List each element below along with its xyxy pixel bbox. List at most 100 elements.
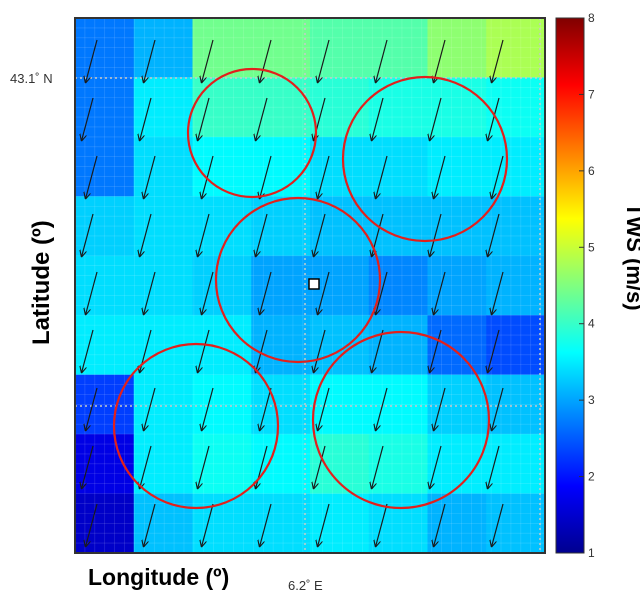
wind-arrow: [256, 329, 268, 373]
wind-arrow: [144, 503, 156, 547]
heatmap-cell: [486, 255, 546, 316]
heatmap-cell: [486, 77, 546, 138]
colorbar-ticks: 1 2 3 4 5 6 7 8: [579, 11, 595, 560]
wind-arrow: [144, 387, 156, 431]
wind-arrow: [202, 155, 214, 199]
heatmap-cell: [251, 434, 311, 495]
wind-arrow: [430, 213, 442, 257]
wind-arrow: [86, 387, 98, 431]
heatmap-cell: [427, 255, 487, 316]
heatmap-cell: [251, 77, 311, 138]
wind-arrow: [430, 329, 442, 373]
wind-arrow: [140, 445, 152, 489]
colorbar-tick-label: 7: [588, 87, 595, 101]
wind-arrow: [202, 387, 214, 431]
y-axis-title: Latitude (º): [28, 220, 55, 345]
highlight-circle: [341, 75, 509, 243]
wind-arrow: [202, 271, 214, 315]
wind-arrow: [144, 271, 156, 315]
wind-arrow: [492, 271, 504, 315]
heatmap-cell: [486, 136, 546, 197]
wind-arrow: [260, 39, 272, 83]
x-axis-title: Longitude (º): [88, 564, 229, 590]
wind-arrow: [260, 155, 272, 199]
wind-arrow: [372, 329, 384, 373]
wind-arrow: [140, 213, 152, 257]
heatmap-cell: [133, 255, 194, 316]
wind-arrow: [376, 271, 388, 315]
heatmap-cell: [427, 136, 487, 197]
plot-frame: [74, 17, 546, 554]
heatmap-cell: [133, 196, 194, 257]
highlight-circle: [311, 330, 491, 510]
highlight-circle: [214, 196, 382, 364]
wind-arrow: [434, 271, 446, 315]
wind-arrow: [82, 213, 94, 257]
heatmap-cell: [310, 18, 370, 79]
wind-arrow: [434, 387, 446, 431]
heatmap-cell: [486, 434, 546, 495]
wind-arrow: [86, 503, 98, 547]
heatmap-cell: [251, 255, 311, 316]
wind-arrow: [314, 445, 326, 489]
heatmap-cell: [75, 255, 135, 316]
heatmap-cell: [310, 77, 370, 138]
colorbar-tick-label: 1: [588, 546, 595, 560]
wind-arrow: [256, 213, 268, 257]
wind-arrow: [488, 445, 500, 489]
wind-arrow: [376, 155, 388, 199]
wind-arrow: [144, 155, 156, 199]
wind-arrow: [86, 39, 98, 83]
wind-arrow: [430, 97, 442, 141]
wind-arrow: [202, 503, 214, 547]
wind-arrow: [144, 39, 156, 83]
wind-arrow: [314, 213, 326, 257]
wind-arrow: [492, 503, 504, 547]
heatmap-cell: [75, 18, 135, 79]
wind-arrow: [260, 271, 272, 315]
highlight-circles: [112, 67, 509, 510]
heatmap-cell: [192, 18, 252, 79]
colorbar-tick-label: 5: [588, 240, 595, 254]
wind-arrow: [82, 445, 94, 489]
colorbar: [555, 17, 585, 554]
wind-arrow: [198, 97, 210, 141]
heatmap-cell: [192, 77, 252, 138]
wind-arrow: [372, 445, 384, 489]
center-marker: [308, 278, 320, 290]
heatmap-cell: [368, 18, 429, 79]
wind-arrow: [140, 97, 152, 141]
heatmap-cell: [192, 255, 252, 316]
wind-arrow: [256, 97, 268, 141]
heatmap-cell: [427, 77, 487, 138]
wind-arrow: [488, 329, 500, 373]
colorbar-tick-label: 4: [588, 317, 595, 331]
wind-arrow: [376, 39, 388, 83]
x-tick-label: 6.2˚ E: [288, 578, 323, 593]
heatmap-cell: [75, 315, 135, 376]
heatmap-cell: [251, 136, 311, 197]
wind-arrow: [86, 271, 98, 315]
wind-arrow: [492, 39, 504, 83]
heatmap-cell: [133, 18, 194, 79]
wind-arrow: [202, 39, 214, 83]
heatmap-cell: [192, 136, 252, 197]
heatmap-cell: [310, 315, 370, 376]
wind-arrow: [198, 213, 210, 257]
colorbar-tick-label: 2: [588, 470, 595, 484]
wind-arrow: [376, 387, 388, 431]
wind-arrow: [198, 329, 210, 373]
wind-arrow: [376, 503, 388, 547]
highlight-circle: [112, 342, 280, 510]
wind-arrow: [430, 445, 442, 489]
heatmap-cell: [310, 136, 370, 197]
colorbar-label: TWS (m/s): [622, 203, 640, 311]
wind-arrow: [318, 39, 330, 83]
heatmap-cell: [251, 315, 311, 376]
wind-arrows: [82, 39, 504, 547]
wind-arrow: [318, 503, 330, 547]
highlight-circle: [186, 67, 318, 199]
wind-arrow: [260, 503, 272, 547]
wind-arrow: [492, 387, 504, 431]
